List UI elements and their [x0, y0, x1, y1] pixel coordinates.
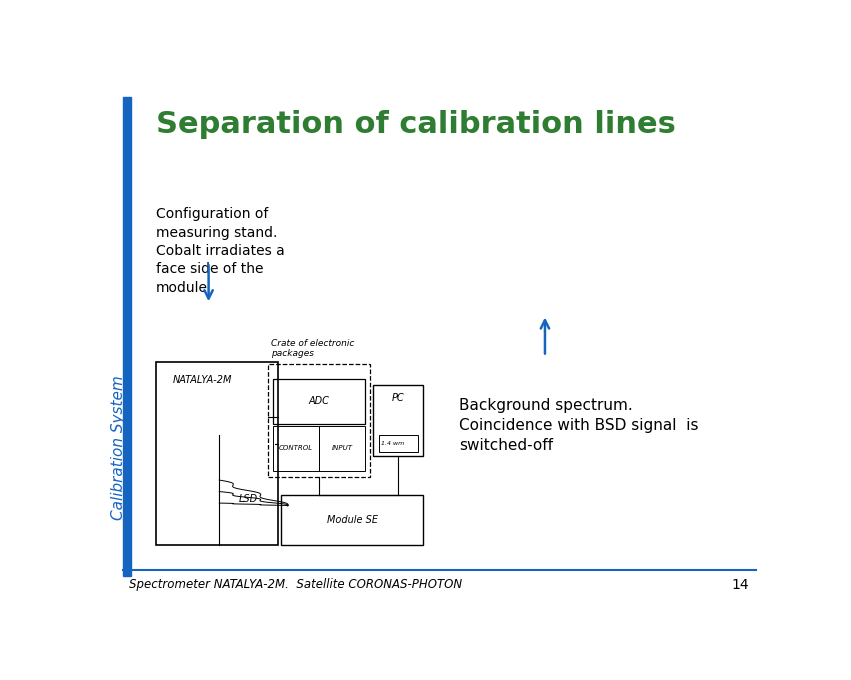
Text: ADC: ADC: [309, 396, 329, 407]
Text: Separation of calibration lines: Separation of calibration lines: [156, 110, 676, 139]
Text: Module SE: Module SE: [327, 515, 378, 525]
Bar: [268, 364, 370, 477]
Text: CONTROL: CONTROL: [279, 445, 313, 451]
Text: Crate of electronic
packages: Crate of electronic packages: [271, 339, 355, 358]
Bar: [273, 426, 319, 471]
Bar: [319, 426, 365, 471]
Text: 1.4 wm: 1.4 wm: [381, 441, 404, 446]
Text: INPUT: INPUT: [332, 445, 352, 451]
Text: NATALYA-2M: NATALYA-2M: [172, 375, 231, 385]
Bar: [123, 97, 131, 577]
Text: Calibration System: Calibration System: [111, 376, 126, 520]
Bar: [374, 386, 423, 456]
Text: LSD: LSD: [239, 494, 258, 504]
Bar: [281, 495, 423, 545]
Text: Background spectrum.
Coincidence with BSD signal  is
switched-off: Background spectrum. Coincidence with BS…: [460, 398, 699, 453]
Text: Configuration of
measuring stand.
Cobalt irradiates a
face side of the
module: Configuration of measuring stand. Cobalt…: [156, 207, 284, 295]
Bar: [273, 379, 365, 424]
Bar: [156, 362, 277, 545]
Text: PC: PC: [392, 393, 404, 403]
Text: 14: 14: [732, 578, 750, 592]
Text: Spectrometer NATALYA-2M.  Satellite CORONAS-PHOTON: Spectrometer NATALYA-2M. Satellite CORON…: [129, 578, 463, 591]
Bar: [379, 435, 418, 452]
